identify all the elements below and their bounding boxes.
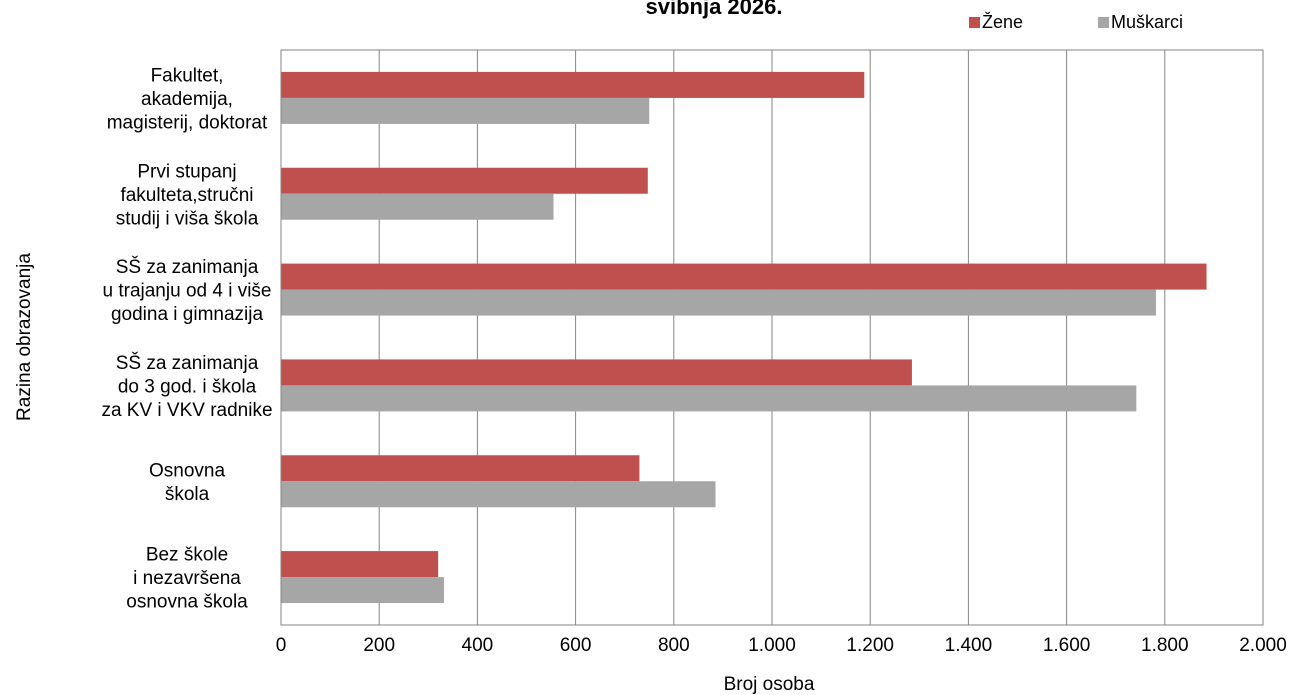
bar-muskarci bbox=[281, 577, 445, 604]
category-label: u trajanju od 4 i više bbox=[103, 281, 272, 302]
bar-zene bbox=[281, 551, 439, 578]
chart-title: svibnja 2026. bbox=[646, 0, 783, 19]
x-tick-label: 1.600 bbox=[1043, 635, 1091, 656]
category-labels: Fakultet, akademija,magisterij, doktorat P… bbox=[101, 65, 272, 612]
plot-frame bbox=[280, 49, 1264, 626]
bar-muskarci bbox=[281, 289, 1156, 316]
bar-zene bbox=[281, 167, 648, 194]
category-label: Fakultet, bbox=[151, 65, 224, 86]
x-tick-label: 1.400 bbox=[945, 635, 993, 656]
category-label: SŠ za zanimanja bbox=[116, 256, 259, 278]
category-label: do 3 god. i škola bbox=[118, 376, 257, 397]
x-tick-label: 800 bbox=[658, 635, 690, 656]
category-label: magisterij, doktorat bbox=[107, 112, 268, 133]
legend-swatch-muskarci bbox=[1098, 17, 1109, 28]
bar-zene bbox=[281, 359, 912, 386]
category-label: za KV i VKV radnike bbox=[101, 400, 272, 421]
x-tick-label: 0 bbox=[276, 635, 287, 656]
category-label: fakulteta,stručni bbox=[120, 185, 253, 206]
bar-zene bbox=[281, 455, 640, 482]
x-tick-label: 400 bbox=[462, 635, 494, 656]
x-tick-labels: 0 200 400 600 800 1.000 1.200 1.400 1.600 1.800 2.… bbox=[276, 635, 1287, 656]
bar-zene bbox=[281, 263, 1207, 290]
bars bbox=[281, 71, 1207, 604]
category-label: osnovna škola bbox=[126, 592, 248, 613]
x-tick-label: 200 bbox=[363, 635, 395, 656]
bar-muskarci bbox=[281, 193, 554, 220]
category-label: i nezavršena bbox=[133, 568, 241, 589]
x-axis-title: Broj osoba bbox=[724, 674, 815, 695]
legend-swatch-zene bbox=[969, 17, 980, 28]
bar-muskarci bbox=[281, 385, 1137, 412]
category-label: škola bbox=[165, 484, 210, 505]
x-tick-label: 1.800 bbox=[1141, 635, 1189, 656]
category-label: akademija, bbox=[141, 89, 233, 110]
category-label: Osnovna bbox=[149, 461, 225, 482]
y-axis-title: Razina obrazovanja bbox=[14, 253, 35, 421]
category-label: SŠ za zanimanja bbox=[116, 352, 259, 374]
legend-label-muskarci: Muškarci bbox=[1111, 12, 1183, 32]
bar-muskarci bbox=[281, 481, 716, 508]
category-label: studij i viša škola bbox=[116, 208, 259, 229]
x-tick-label: 1.200 bbox=[846, 635, 894, 656]
category-label: Bez škole bbox=[146, 545, 228, 566]
x-tick-label: 2.000 bbox=[1239, 635, 1287, 656]
bar-muskarci bbox=[281, 97, 650, 124]
legend-label-zene: Žene bbox=[982, 12, 1023, 32]
category-label: godina i gimnazija bbox=[111, 304, 264, 325]
gridlines bbox=[378, 50, 1166, 625]
x-tick-label: 1.000 bbox=[748, 635, 796, 656]
legend: Žene Muškarci bbox=[969, 12, 1183, 32]
category-label: Prvi stupanj bbox=[137, 161, 236, 182]
x-tick-label: 600 bbox=[560, 635, 592, 656]
bar-zene bbox=[281, 71, 865, 98]
